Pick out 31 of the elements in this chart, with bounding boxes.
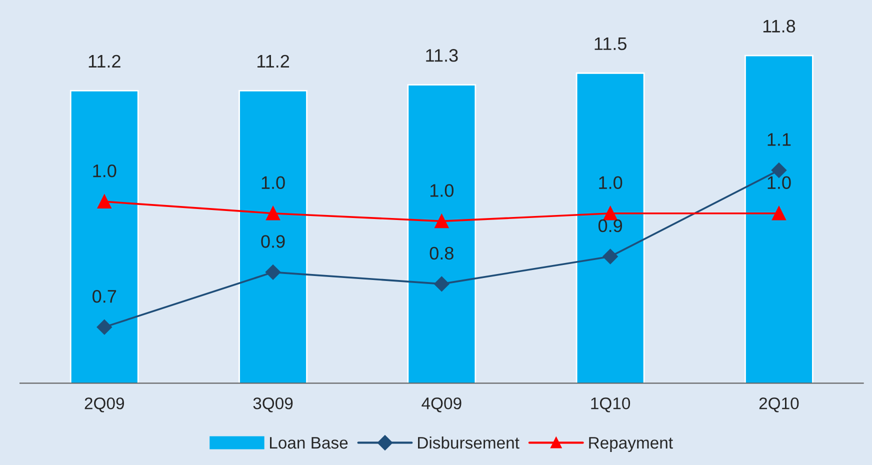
data-label: 11.2 bbox=[257, 54, 290, 68]
data-label: 11.2 bbox=[88, 54, 120, 68]
data-label: 1.0 bbox=[430, 184, 454, 197]
data-label: 0.7 bbox=[92, 290, 116, 303]
data-label: 0.9 bbox=[261, 235, 285, 248]
x-tick-label: 2Q10 bbox=[759, 397, 799, 412]
point bbox=[772, 206, 786, 220]
x-tick-label: 1Q10 bbox=[591, 397, 630, 412]
legend-label: Loan Base bbox=[270, 437, 348, 449]
point bbox=[265, 264, 281, 280]
x-tick-label: 3Q09 bbox=[253, 397, 293, 412]
data-label: 11.3 bbox=[426, 49, 458, 62]
data-label: 1.0 bbox=[93, 164, 116, 178]
data-label: 1.0 bbox=[768, 176, 791, 190]
x-tick-label: 4Q09 bbox=[422, 397, 462, 412]
data-label: 1.0 bbox=[599, 176, 622, 190]
point bbox=[96, 320, 112, 335]
legend-label: Repayment bbox=[589, 437, 673, 452]
point bbox=[434, 214, 449, 228]
point bbox=[434, 276, 450, 292]
point bbox=[97, 194, 112, 209]
legend-label: Disbursement bbox=[418, 436, 520, 449]
data-label: 0.9 bbox=[598, 219, 622, 232]
point bbox=[602, 248, 618, 264]
x-tick-label: 2Q09 bbox=[84, 397, 124, 412]
data-label: 0.8 bbox=[430, 246, 454, 260]
point bbox=[266, 206, 280, 220]
data-label: 11.8 bbox=[763, 20, 796, 33]
data-label: 1.0 bbox=[262, 176, 285, 190]
data-label: 11.5 bbox=[594, 38, 626, 50]
data-label: 1.1 bbox=[768, 133, 791, 146]
